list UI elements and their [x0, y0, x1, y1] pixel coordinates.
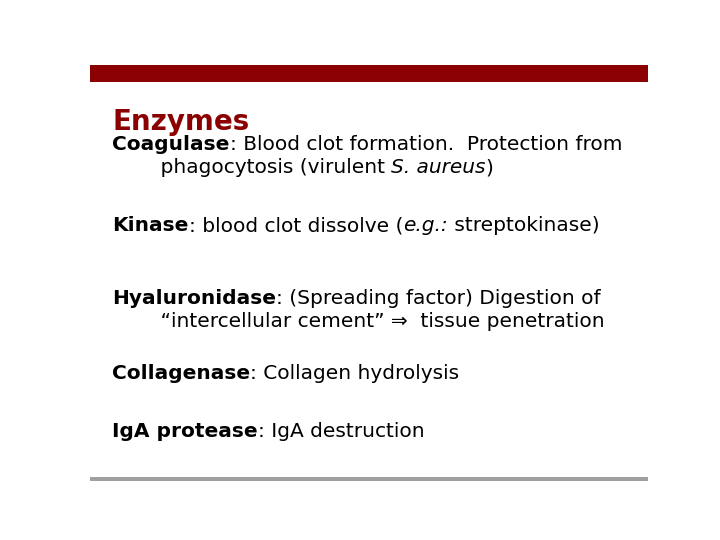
Text: “intercellular cement” ⇒  tissue penetration: “intercellular cement” ⇒ tissue penetrat…	[135, 312, 604, 331]
Text: streptokinase): streptokinase)	[448, 216, 599, 235]
Text: Coagulase: Coagulase	[112, 135, 230, 154]
Bar	[90, 477, 648, 481]
Text: Collagenase: Collagenase	[112, 364, 251, 383]
Text: : (Spreading factor) Digestion of: : (Spreading factor) Digestion of	[276, 289, 601, 308]
Text: phagocytosis (virulent: phagocytosis (virulent	[135, 158, 391, 177]
Text: : blood clot dissolve (: : blood clot dissolve (	[189, 216, 403, 235]
Text: Kinase: Kinase	[112, 216, 189, 235]
Text: e.g.:: e.g.:	[403, 216, 448, 235]
Text: : IgA destruction: : IgA destruction	[258, 422, 425, 441]
Text: IgA protease: IgA protease	[112, 422, 258, 441]
Bar	[90, 65, 648, 82]
Text: Hyaluronidase: Hyaluronidase	[112, 289, 276, 308]
Text: : Blood clot formation.  Protection from: : Blood clot formation. Protection from	[230, 135, 622, 154]
Text: ): )	[485, 158, 493, 177]
Text: Enzymes: Enzymes	[112, 109, 250, 137]
Text: S. aureus: S. aureus	[391, 158, 485, 177]
Text: : Collagen hydrolysis: : Collagen hydrolysis	[251, 364, 459, 383]
